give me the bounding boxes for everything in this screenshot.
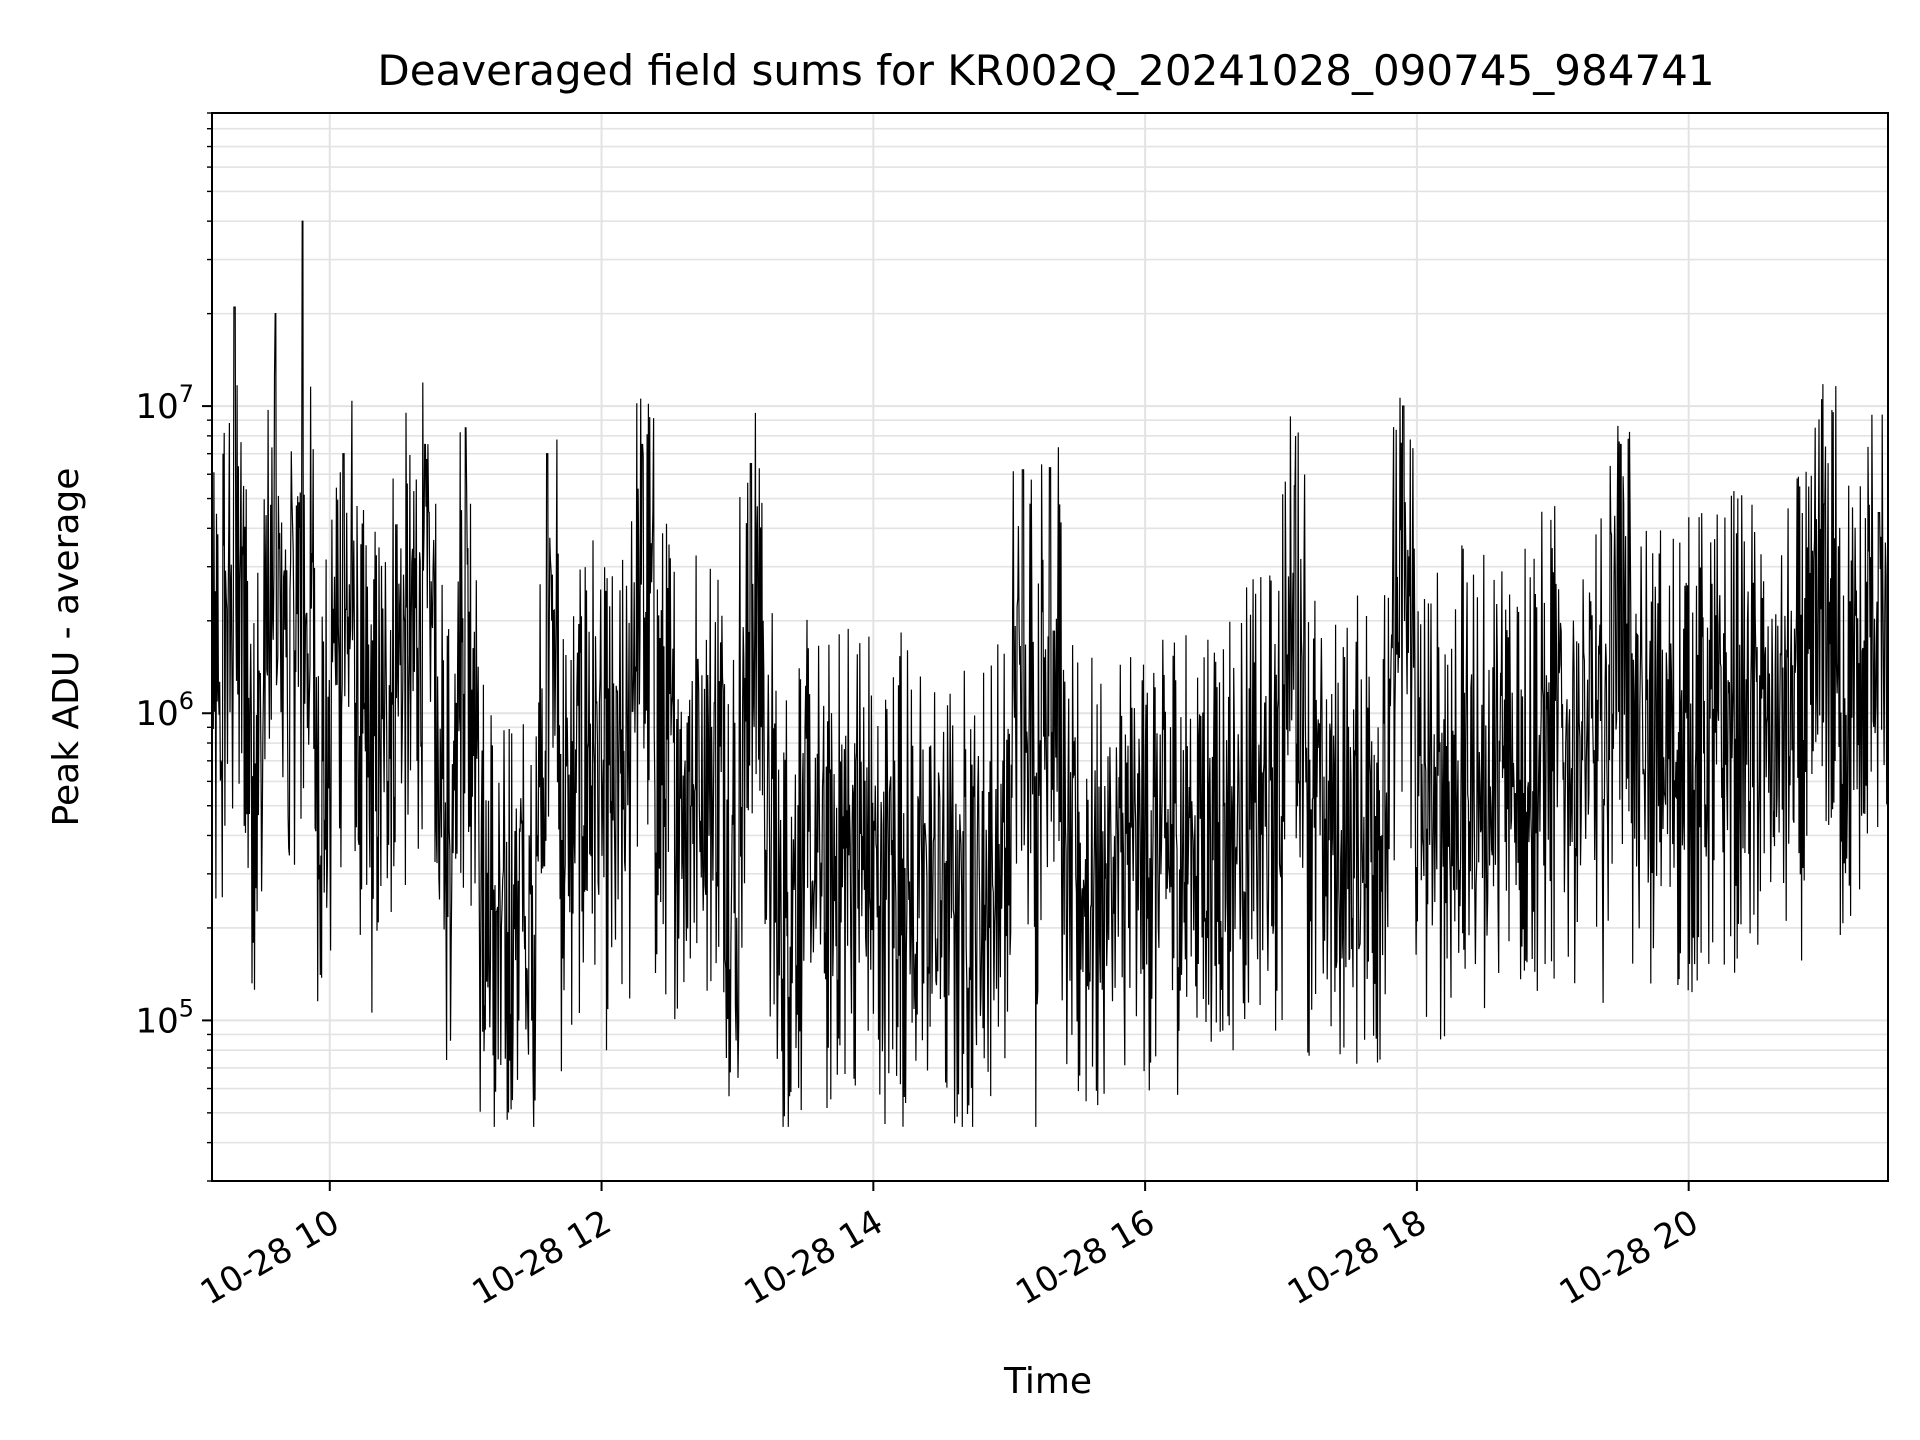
series-layer	[211, 220, 1889, 1127]
y-tick-label: 107	[135, 380, 194, 427]
y-tick-label: 105	[135, 994, 194, 1041]
y-axis-label: Peak ADU - average	[46, 468, 87, 827]
x-axis-label: Time	[1003, 1361, 1092, 1402]
plot-frame	[211, 112, 1889, 1182]
series-line	[211, 220, 1889, 1127]
chart-title: Deaveraged field sums for KR002Q_2024102…	[377, 46, 1714, 95]
y-tick-label: 106	[135, 687, 194, 734]
